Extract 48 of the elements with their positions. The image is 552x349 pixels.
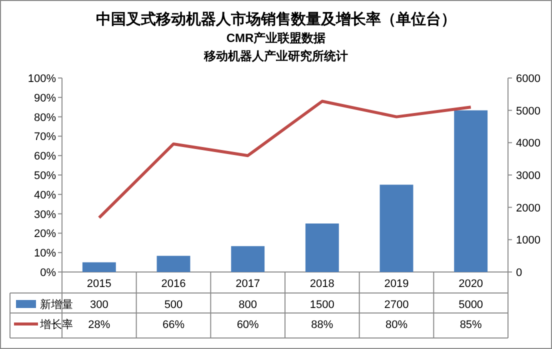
y-tick-label: 70%: [34, 131, 56, 144]
y-tick-label: 50%: [34, 170, 56, 182]
y2-tick-label: 3000: [516, 170, 540, 182]
bar: [231, 246, 265, 272]
legend-label: 增长率: [39, 318, 73, 331]
text: 移动机器人产业研究所统计: [203, 49, 348, 63]
bar: [156, 256, 190, 272]
data-label: 28%: [88, 319, 110, 331]
line-series: [98, 100, 472, 220]
data-label: 300: [90, 299, 108, 311]
x-tick-label: 2019: [384, 278, 409, 290]
data-label: 66%: [162, 319, 185, 331]
y2-tick-label: 1000: [516, 234, 540, 247]
data-label: 500: [164, 299, 183, 311]
x-tick-label: 2017: [236, 278, 260, 290]
data-label: 1500: [310, 299, 334, 311]
y2-tick-label: 6000: [516, 73, 540, 85]
y2-tick-label: 5000: [516, 105, 540, 118]
x-tick-label: 2020: [458, 278, 484, 290]
y-tick-label: 10%: [34, 248, 56, 260]
data-label: 60%: [236, 319, 260, 331]
data-label: 85%: [460, 319, 482, 331]
y-tick-label: 40%: [34, 189, 56, 202]
chart-title: 中国叉式移动机器人市场销售数量及增长率（单位台）: [96, 10, 456, 28]
legend-label: 新增量: [40, 298, 73, 311]
bar: [305, 224, 339, 272]
y-tick-label: 0%: [40, 267, 56, 279]
bar: [82, 262, 116, 272]
y-tick-label: 80%: [34, 112, 56, 124]
bar: [454, 110, 488, 272]
y-tick-label: 60%: [34, 150, 56, 163]
data-label: 2700: [384, 299, 409, 311]
x-tick-label: 2018: [310, 278, 334, 290]
y-tick-label: 30%: [34, 208, 56, 221]
y2-tick-label: 4000: [516, 138, 540, 150]
data-label: 80%: [385, 319, 408, 331]
y2-tick-label: 0: [516, 267, 522, 279]
x-tick-label: 2016: [161, 278, 186, 290]
y2-tick-label: 2000: [516, 202, 540, 214]
data-label: 5000: [458, 299, 484, 311]
bar: [380, 184, 414, 272]
data-label: 88%: [311, 319, 334, 331]
x-tick-label: 2015: [86, 278, 112, 290]
y-tick-label: 90%: [34, 92, 56, 104]
data-label: 800: [238, 299, 258, 311]
y-tick-label: 20%: [34, 228, 56, 240]
y-tick-label: 100%: [28, 73, 56, 85]
chart-subtitle: CMR产业联盟数据: [226, 31, 326, 45]
